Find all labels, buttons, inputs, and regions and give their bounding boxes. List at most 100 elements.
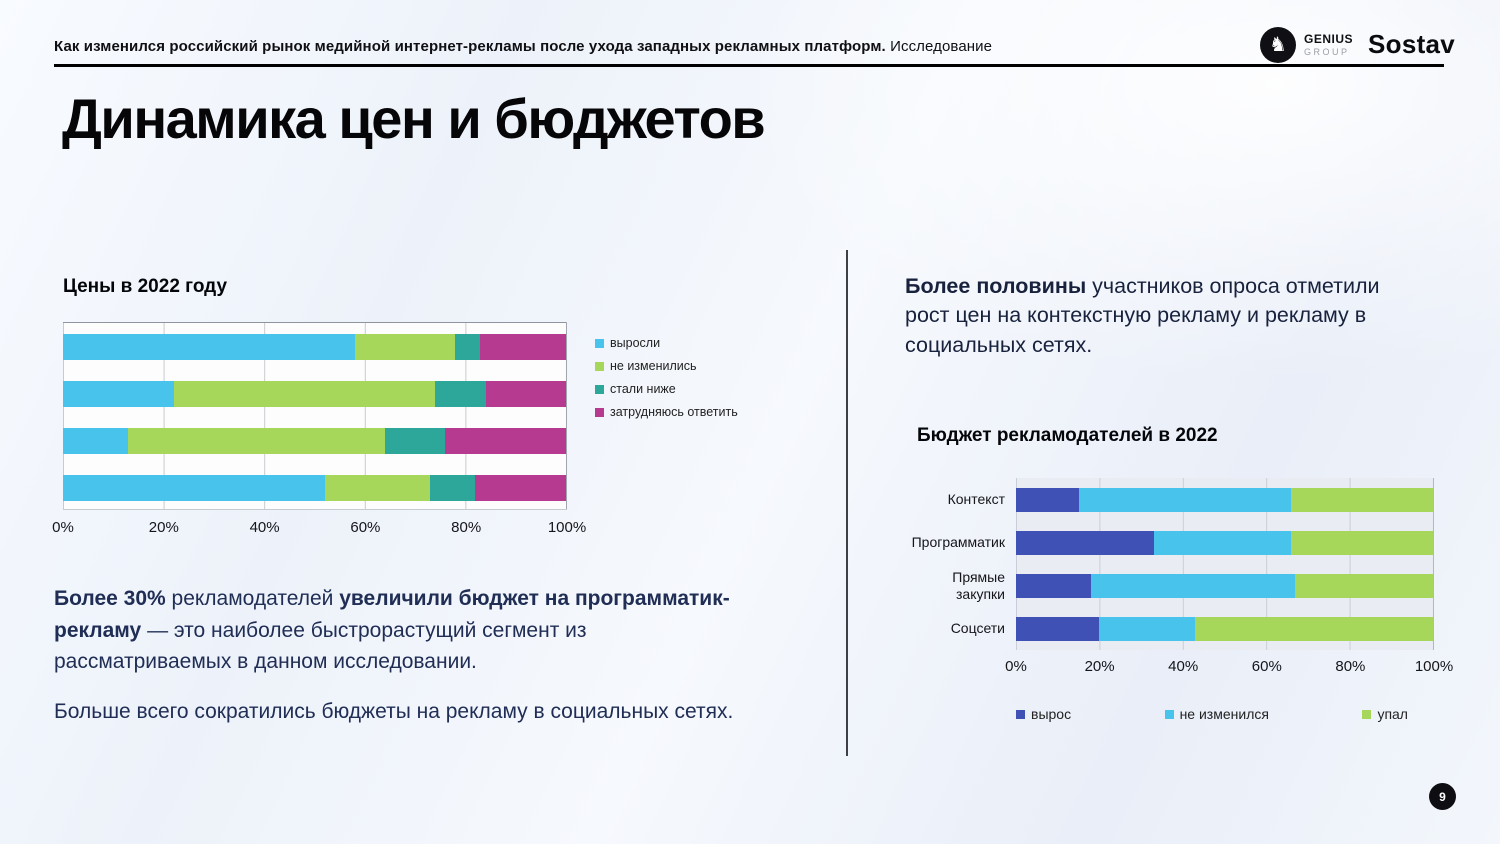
genius-name: GENIUS: [1304, 31, 1354, 46]
bar-segment: [480, 333, 566, 360]
x-axis-tick-label: 100%: [1414, 658, 1454, 675]
bar-segment: [324, 474, 431, 501]
bar-segment: [1091, 573, 1296, 598]
x-axis-tick-label: 100%: [547, 519, 587, 536]
legend-item: затрудняюсь ответить: [595, 405, 795, 419]
bar-row: [1016, 487, 1433, 512]
budget-chart-xaxis: 0% 20% 40% 60% 80% 100%: [1005, 658, 1453, 678]
x-axis-tick-label: 80%: [1335, 658, 1366, 675]
legend-swatch-icon: [1362, 709, 1372, 719]
prices-chart-legend: выросли не изменились стали ниже затрудняюс…: [595, 336, 795, 419]
bar-segment: [1099, 616, 1196, 641]
legend-label: вырос: [1031, 706, 1072, 722]
legend-item: вырос: [1016, 706, 1071, 722]
x-axis-tick-label: 20%: [148, 519, 179, 536]
page-number-badge: 9: [1429, 783, 1456, 810]
genius-horse-icon: ♞: [1260, 27, 1296, 63]
legend-label: не изменился: [1179, 706, 1269, 722]
category-label: Программатик: [911, 534, 1005, 551]
legend-item: стали ниже: [595, 382, 795, 396]
bar-segment: [1016, 530, 1154, 555]
x-axis-tick-label: 60%: [1251, 658, 1282, 675]
legend-item: упал: [1362, 706, 1408, 722]
insight-bold-2: увеличили бюджет на программатик-рекламу: [54, 587, 730, 642]
bar-segment: [430, 474, 476, 501]
budget-chart-legend: вырос не изменился упал: [1016, 706, 1408, 722]
legend-label: не изменились: [610, 359, 697, 373]
header-divider-line: [54, 64, 1444, 67]
bar-segment: [1016, 573, 1092, 598]
insight-bold-1: Более 30%: [54, 587, 166, 610]
x-axis-tick-label: 60%: [350, 519, 381, 536]
legend-swatch-icon: [1164, 709, 1174, 719]
insight-text-2: — это наиболее быстрорастущий сегмент из…: [54, 618, 587, 674]
bar-segment: [1016, 616, 1100, 641]
legend-swatch-icon: [595, 384, 604, 394]
bar-segment: [475, 474, 566, 501]
header-title-bold: Как изменился российский рынок медийной …: [54, 38, 886, 55]
budget-chart: Контекст Программатик Прямые закупки Соцсет…: [905, 478, 1453, 722]
prices-chart-plot: [63, 322, 567, 510]
prices-chart-xaxis: 0% 20% 40% 60% 80% 100%: [52, 519, 586, 539]
bar-segment: [455, 333, 481, 360]
bar-segment: [63, 333, 355, 360]
bar-row: [1016, 616, 1433, 641]
bar-segment: [128, 427, 385, 454]
category-label: Прямые закупки: [952, 569, 1005, 602]
genius-sub: GROUP: [1304, 46, 1350, 57]
legend-item: не изменился: [1164, 706, 1269, 722]
bar-segment: [63, 380, 174, 407]
vertical-divider: [846, 250, 848, 756]
bar-segment: [63, 474, 325, 501]
legend-label: упал: [1377, 706, 1408, 722]
lead-rest: участников опроса отметили рост цен на к…: [905, 273, 1380, 357]
bar-segment: [384, 427, 446, 454]
insight-paragraph-2: Больше всего сократились бюджеты на рекл…: [54, 700, 734, 723]
legend-swatch-icon: [595, 338, 604, 348]
genius-group-logo: ♞ GENIUS GROUP: [1260, 27, 1353, 63]
budget-chart-labels: Контекст Программатик Прямые закупки Соцсет…: [905, 478, 1005, 650]
x-axis-tick-label: 40%: [249, 519, 280, 536]
bar-segment: [354, 333, 456, 360]
bar-segment: [1016, 487, 1079, 512]
bar-segment: [1153, 530, 1292, 555]
insight-paragraph-1: Более 30% рекламодателей увеличили бюдже…: [54, 583, 766, 678]
legend-label: стали ниже: [610, 382, 676, 396]
legend-label: затрудняюсь ответить: [610, 405, 738, 419]
bar-row: [63, 333, 566, 360]
budget-chart-plot: [1016, 478, 1434, 650]
bar-segment: [1078, 487, 1292, 512]
bar-row: [1016, 530, 1433, 555]
header-title: Как изменился российский рынок медийной …: [54, 38, 992, 55]
lead-paragraph: Более половины участников опроса отметил…: [905, 272, 1413, 361]
x-axis-tick-label: 40%: [1168, 658, 1199, 675]
genius-logo-text: GENIUS GROUP: [1304, 31, 1354, 57]
bar-segment: [485, 380, 566, 407]
bar-segment: [1291, 487, 1433, 512]
x-axis-tick-label: 20%: [1084, 658, 1115, 675]
bar-segment: [1195, 616, 1433, 641]
category-label: Контекст: [947, 491, 1005, 508]
x-axis-tick-label: 0%: [1005, 658, 1027, 675]
bar-segment: [1295, 573, 1433, 598]
bar-segment: [173, 380, 436, 407]
bar-segment: [435, 380, 486, 407]
bar-segment: [63, 427, 129, 454]
lead-bold: Более половины: [905, 273, 1087, 298]
category-label: Соцсети: [950, 620, 1005, 637]
x-axis-tick-label: 0%: [52, 519, 74, 536]
legend-item: выросли: [595, 336, 795, 350]
prices-chart: 0% 20% 40% 60% 80% 100% выросли не изменились с…: [52, 322, 738, 536]
bar-segment: [445, 427, 566, 454]
legend-swatch-icon: [595, 407, 604, 417]
header-title-tail: Исследование: [885, 38, 993, 55]
page-title: Динамика цен и бюджетов: [62, 87, 766, 150]
bar-segment: [1291, 530, 1433, 555]
legend-label: выросли: [610, 336, 661, 350]
insight-text-1: рекламодателей: [165, 587, 340, 610]
bar-row: [63, 427, 566, 454]
bar-row: [63, 380, 566, 407]
bar-row: [1016, 573, 1433, 598]
legend-swatch-icon: [595, 361, 604, 371]
